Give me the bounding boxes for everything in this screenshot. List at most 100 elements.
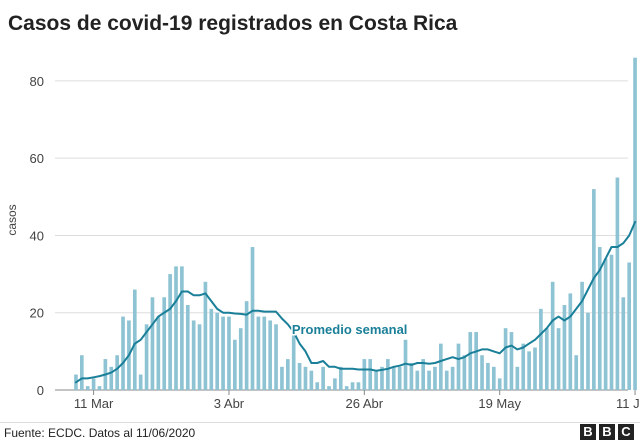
bar — [180, 266, 184, 390]
bar — [592, 189, 596, 390]
bar — [415, 370, 420, 390]
bar — [238, 328, 243, 390]
bar — [421, 359, 426, 390]
bar — [427, 370, 431, 390]
bar — [250, 247, 255, 390]
bar — [444, 370, 449, 390]
bar — [597, 247, 602, 390]
bar — [115, 355, 119, 390]
bar — [203, 281, 208, 390]
bar — [321, 366, 325, 390]
bar — [221, 316, 225, 390]
bar — [144, 324, 149, 390]
bar — [209, 308, 214, 390]
x-tick-label: 19 May — [478, 396, 521, 411]
bar — [450, 366, 455, 390]
bar — [233, 339, 237, 390]
bar — [374, 370, 378, 390]
bar — [244, 301, 249, 390]
bar — [409, 362, 414, 390]
bar — [97, 386, 102, 390]
footer-divider — [0, 422, 640, 423]
y-axis-label: casos — [5, 204, 19, 235]
bar — [285, 359, 290, 390]
bar — [386, 359, 390, 390]
bar — [456, 343, 461, 390]
bar — [327, 386, 331, 390]
bar — [333, 378, 337, 390]
bar — [562, 305, 567, 390]
bar — [291, 332, 296, 390]
bar — [362, 359, 367, 390]
bar — [533, 347, 537, 390]
bar — [556, 328, 561, 390]
bar — [544, 328, 549, 390]
bar — [132, 289, 137, 390]
bar — [168, 274, 172, 390]
bar — [521, 343, 526, 390]
bar — [274, 324, 278, 390]
bar — [462, 355, 467, 390]
bar — [191, 320, 196, 390]
bar — [197, 324, 202, 390]
bar — [156, 316, 161, 390]
bar — [162, 297, 167, 390]
bar — [474, 332, 478, 390]
bbc-logo: B B C — [580, 424, 634, 440]
bar — [391, 366, 396, 390]
bar — [609, 254, 614, 390]
bar — [227, 316, 231, 390]
bar — [603, 258, 608, 390]
chart-title: Casos de covid-19 registrados en Costa R… — [8, 12, 458, 35]
bar — [315, 382, 320, 390]
bar — [174, 266, 178, 390]
bar — [80, 355, 84, 390]
bar — [150, 297, 155, 390]
bar — [468, 332, 473, 390]
bar — [368, 359, 373, 390]
bar — [280, 366, 284, 390]
bar — [397, 366, 402, 390]
bar — [109, 366, 114, 390]
bar — [433, 366, 437, 390]
bar — [268, 320, 272, 390]
bar — [138, 374, 143, 390]
x-tick-label: 11 Jun — [616, 396, 640, 411]
bar — [338, 366, 343, 390]
bar — [627, 262, 631, 390]
bar — [480, 355, 484, 390]
bar — [303, 366, 308, 390]
bar — [91, 378, 96, 390]
y-tick-label: 40 — [30, 228, 44, 243]
x-tick-label: 11 Mar — [74, 396, 114, 411]
bar — [515, 366, 520, 390]
bar — [550, 281, 555, 390]
bar — [121, 316, 125, 390]
bar — [539, 308, 543, 390]
bar — [486, 362, 490, 390]
bar — [256, 316, 261, 390]
x-tick-label: 26 Abr — [346, 396, 384, 411]
source-note: Fuente: ECDC. Datos al 11/06/2020 — [4, 426, 196, 440]
bar — [621, 297, 626, 390]
bar — [262, 316, 267, 390]
bar — [350, 382, 355, 390]
logo-letter: C — [618, 424, 634, 440]
y-tick-label: 60 — [30, 151, 44, 166]
bar — [403, 339, 408, 390]
y-tick-label: 20 — [30, 306, 44, 321]
bar — [380, 366, 384, 390]
x-tick-label: 3 Abr — [214, 396, 245, 411]
bar — [615, 177, 620, 390]
average-line — [74, 220, 637, 384]
bar — [439, 343, 443, 390]
bar — [309, 370, 314, 390]
bar — [574, 355, 579, 390]
bar — [568, 293, 573, 390]
bar — [491, 366, 496, 390]
bar — [586, 312, 590, 390]
bar — [497, 378, 502, 390]
logo-letter: B — [580, 424, 596, 440]
logo-letter: B — [599, 424, 615, 440]
bar — [503, 328, 508, 390]
